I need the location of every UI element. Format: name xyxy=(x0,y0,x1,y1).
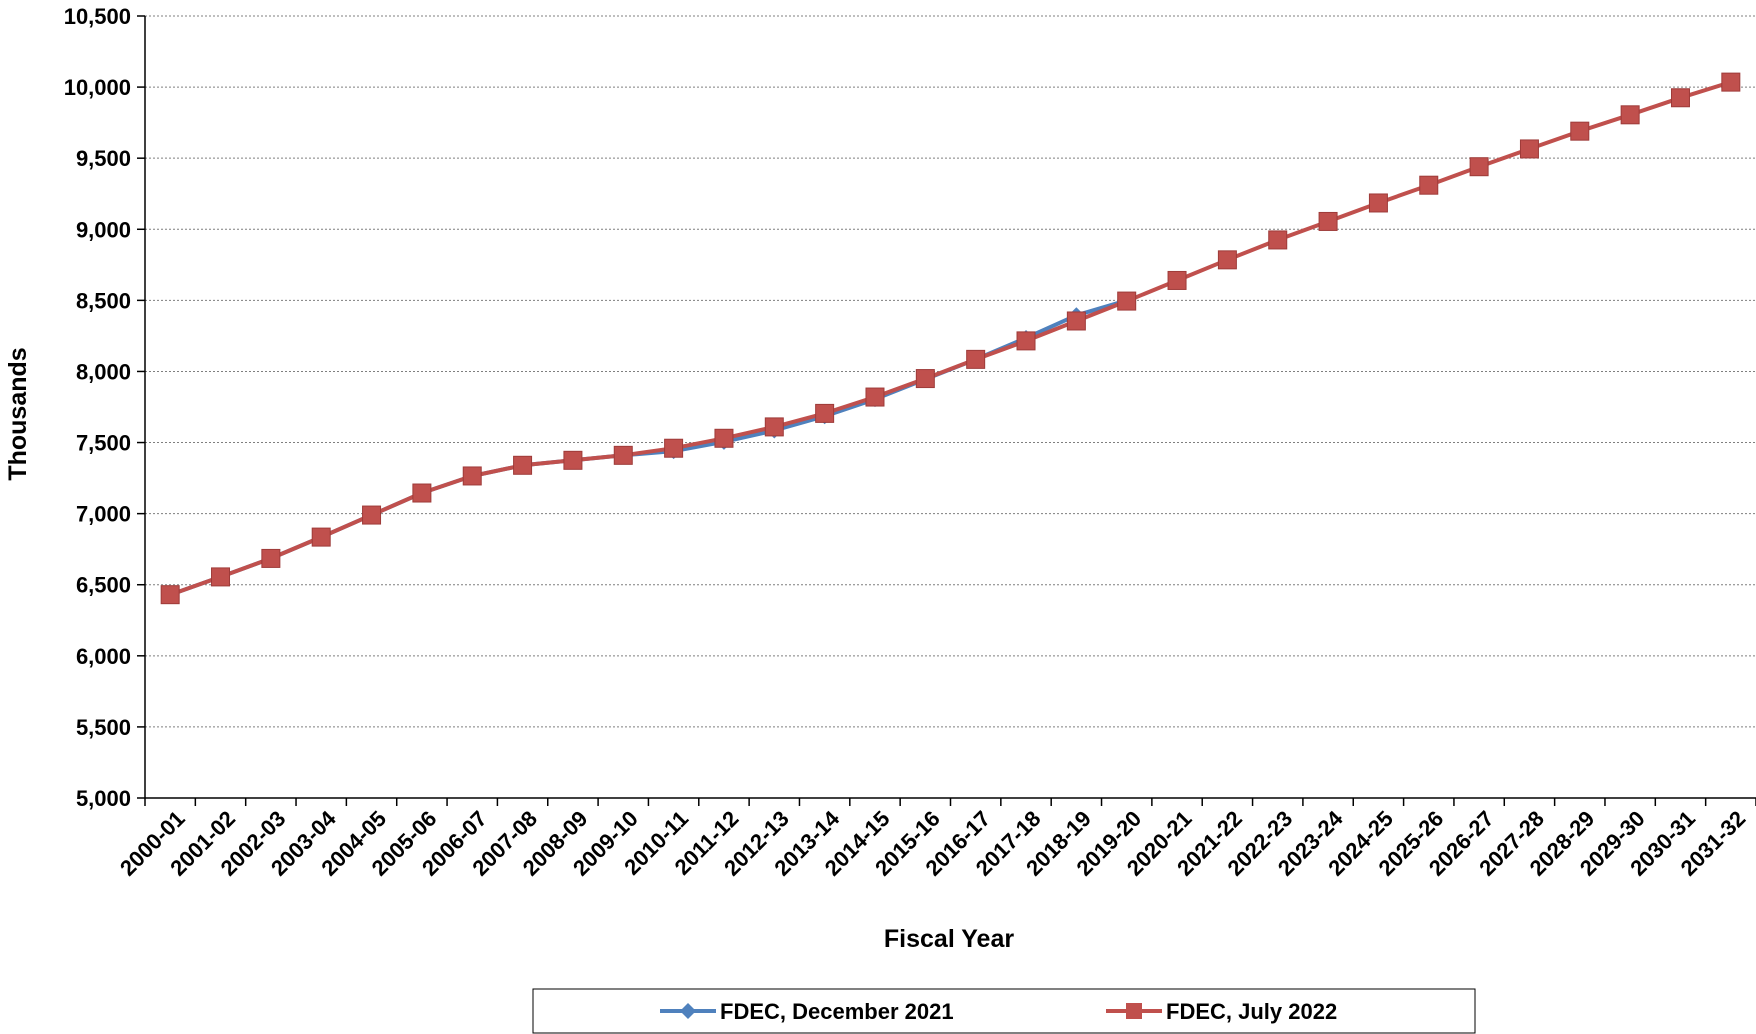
x-axis-title: Fiscal Year xyxy=(884,925,1014,953)
data-point xyxy=(1167,270,1187,290)
y-tick-label: 10,000 xyxy=(64,75,131,100)
data-point xyxy=(664,438,684,458)
data-point xyxy=(412,483,432,503)
data-point xyxy=(1620,105,1640,125)
legend: FDEC, December 2021 FDEC, July 2022 xyxy=(532,988,1476,1034)
y-tick-label: 9,000 xyxy=(76,217,131,242)
data-point xyxy=(966,349,986,369)
data-point xyxy=(211,567,231,587)
y-axis-title: Thousands xyxy=(4,347,32,480)
data-point xyxy=(462,466,482,486)
legend-label: FDEC, July 2022 xyxy=(1166,999,1337,1024)
gridlines xyxy=(145,15,1756,728)
data-point xyxy=(865,387,885,407)
legend-marker xyxy=(1126,1003,1142,1019)
data-point xyxy=(563,450,583,470)
data-point xyxy=(1268,230,1288,250)
y-tick-label: 6,500 xyxy=(76,573,131,598)
data-point xyxy=(1368,193,1388,213)
data-point xyxy=(1066,311,1086,331)
data-point xyxy=(1217,250,1237,270)
data-point xyxy=(311,527,331,547)
y-tick-label: 7,500 xyxy=(76,431,131,456)
legend-marker xyxy=(680,1003,696,1019)
x-tick-labels: 2000-012001-022002-032003-042004-052005-… xyxy=(115,805,1750,880)
series-line-1 xyxy=(169,80,1732,597)
y-tick-label: 5,000 xyxy=(76,786,131,811)
y-tick-label: 8,500 xyxy=(76,288,131,313)
data-point xyxy=(362,505,382,525)
y-tick-labels: 5,000 5,500 6,000 6,500 7,000 7,500 8,000 8,500… xyxy=(64,4,131,811)
y-tick-label: 8,000 xyxy=(76,359,131,384)
y-tick-label: 9,500 xyxy=(76,146,131,171)
data-point xyxy=(764,417,784,437)
data-point xyxy=(1670,88,1690,108)
data-point xyxy=(1721,72,1741,92)
y-tick-label: 5,500 xyxy=(76,715,131,740)
axes xyxy=(137,15,1756,806)
legend-label: FDEC, December 2021 xyxy=(720,999,954,1024)
data-point xyxy=(1419,175,1439,195)
y-tick-label: 6,000 xyxy=(76,644,131,669)
y-tick-label: 10,500 xyxy=(64,4,131,29)
data-point xyxy=(613,445,633,465)
data-point xyxy=(915,369,935,389)
data-point xyxy=(1570,121,1590,141)
series-group xyxy=(160,72,1741,605)
data-point xyxy=(714,428,734,448)
data-point xyxy=(1519,139,1539,159)
data-point xyxy=(1016,331,1036,351)
y-tick-label: 7,000 xyxy=(76,502,131,527)
data-point xyxy=(261,548,281,568)
data-point xyxy=(1117,291,1137,311)
data-point xyxy=(513,455,533,475)
data-point xyxy=(160,585,180,605)
series-line-0 xyxy=(169,298,1128,597)
data-point xyxy=(1318,211,1338,231)
data-point xyxy=(815,403,835,423)
data-point xyxy=(1469,157,1489,177)
